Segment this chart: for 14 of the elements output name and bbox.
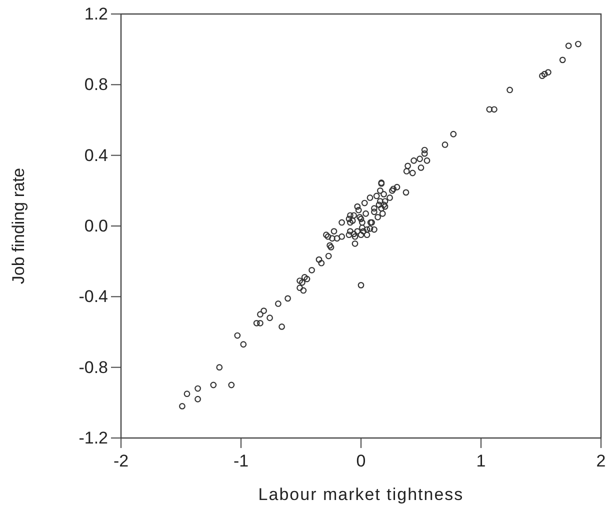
x-tick-label: 2 xyxy=(596,451,606,470)
x-axis-title: Labour market tightness xyxy=(258,485,464,504)
y-tick-label: -0.8 xyxy=(78,358,108,377)
y-tick-label: 0.4 xyxy=(84,146,108,165)
x-tick-label: 1 xyxy=(476,451,486,470)
x-tick-label: 0 xyxy=(356,451,366,470)
y-tick-label: 1.2 xyxy=(84,4,108,24)
y-tick-label: 0.8 xyxy=(84,75,108,94)
y-tick-label: -1.2 xyxy=(78,428,108,448)
x-tick-label: -2 xyxy=(113,451,129,470)
y-tick-label: 0.0 xyxy=(84,216,108,236)
y-tick-label: -0.4 xyxy=(78,287,108,306)
y-axis-title: Job finding rate xyxy=(9,168,28,284)
x-tick-label: -1 xyxy=(233,451,249,470)
